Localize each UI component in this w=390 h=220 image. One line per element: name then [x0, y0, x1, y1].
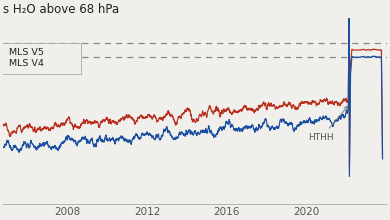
- Text: HTHH: HTHH: [308, 106, 348, 142]
- Text: s H₂O above 68 hPa: s H₂O above 68 hPa: [4, 4, 120, 16]
- Text: MLS V5: MLS V5: [9, 48, 44, 57]
- FancyBboxPatch shape: [2, 43, 81, 74]
- Text: MLS V4: MLS V4: [9, 59, 44, 68]
